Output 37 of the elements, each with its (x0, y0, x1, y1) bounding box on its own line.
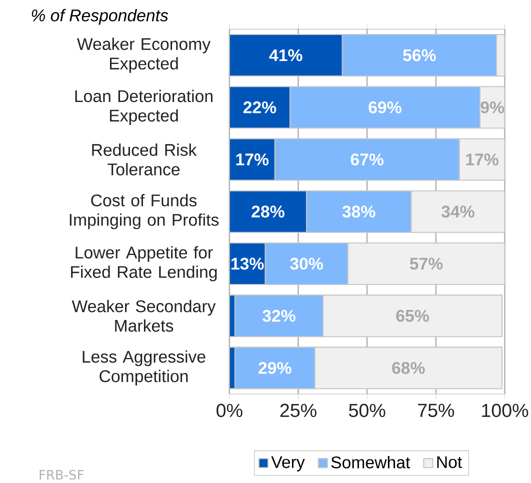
data-label: 30% (290, 258, 323, 270)
x-tick-label: 75% (418, 404, 454, 418)
legend-label: Very (271, 456, 305, 472)
data-label: 32% (262, 310, 296, 322)
data-label: 67% (350, 154, 384, 166)
legend-label: Not (437, 456, 462, 468)
y-tick-label: Lower Appetite for Fixed Rate Lending (71, 246, 217, 282)
data-label: 9% (480, 102, 504, 114)
data-label: 17% (466, 154, 498, 166)
data-label: 22% (243, 102, 276, 114)
data-label: 34% (441, 206, 474, 218)
chart-title: % of Respondents (32, 9, 168, 25)
data-label: 57% (410, 258, 443, 270)
bar (229, 190, 308, 234)
data-label: 56% (403, 50, 436, 62)
text: FRB-SF (40, 470, 84, 480)
data-label: 28% (252, 206, 284, 218)
x-tick-label: 0% (216, 404, 242, 418)
data-label: 41% (269, 50, 302, 62)
y-tick-label: Cost of Funds Impinging on Profits (70, 194, 219, 230)
data-label: 68% (392, 362, 425, 374)
y-tick-label: Weaker Economy Expected (76, 38, 211, 74)
data-label: 17% (236, 154, 269, 166)
x-tick-label: 25% (280, 404, 316, 418)
y-tick-label: Loan Deterioration Expected (75, 90, 212, 126)
data-label: 38% (342, 206, 376, 218)
y-tick-label: Reduced Risk Tolerance (92, 144, 197, 176)
data-label: 69% (368, 102, 402, 114)
x-tick-label: 50% (349, 404, 386, 418)
y-tick-label: Weaker Secondary Markets (72, 300, 216, 332)
bar (229, 34, 343, 77)
data-label: 65% (396, 310, 429, 322)
legend-label: Somewhat (331, 456, 410, 469)
y-tick-label: Less Aggressive Competition (82, 350, 206, 386)
x-tick-label: 100% (482, 404, 528, 418)
data-label: 13% (232, 258, 264, 270)
data-label: 29% (258, 362, 292, 374)
